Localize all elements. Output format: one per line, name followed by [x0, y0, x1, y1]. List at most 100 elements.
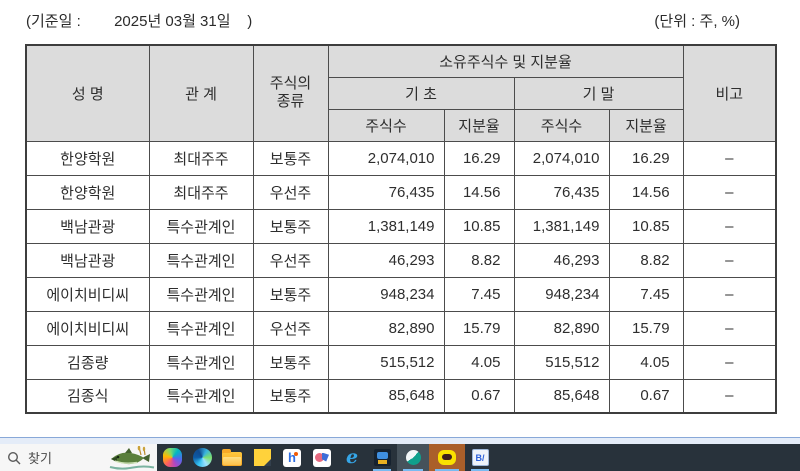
- cell-begin_shares: 515,512: [327, 344, 445, 380]
- whale-browser-icon[interactable]: [397, 444, 429, 471]
- cell-begin_shares: 2,074,010: [327, 140, 445, 176]
- cell-end_ratio: 0.67: [608, 378, 684, 414]
- cell-name: 에이치비디씨: [25, 276, 150, 312]
- cell-begin_ratio: 8.82: [443, 242, 515, 278]
- cell-stock_type: 우선주: [252, 174, 329, 210]
- cell-relation: 특수관계인: [148, 276, 254, 312]
- taskbar-search[interactable]: 찾기: [0, 444, 157, 471]
- table-body: 한양학원 최대주주 보통주 2,074,010 16.29 2,074,010 16.29–…: [25, 140, 777, 414]
- sticky-notes-icon[interactable]: [247, 444, 277, 471]
- cell-begin_ratio: 10.85: [443, 208, 515, 244]
- table-row: 백남관광 특수관계인 우선주 46,293 8.82 46,293 8.82–: [25, 242, 777, 278]
- col-header-name: 성 명: [25, 44, 150, 142]
- table-row: 김종량 특수관계인 보통주 515,512 4.05 515,512 4.05–: [25, 344, 777, 380]
- cell-relation: 특수관계인: [148, 310, 254, 346]
- cell-stock_type: 보통주: [252, 140, 329, 176]
- pink-app-icon[interactable]: [307, 444, 337, 471]
- table-row: 에이치비디씨 특수관계인 우선주 82,890 15.79 82,890 15.79–: [25, 310, 777, 346]
- cell-end_ratio: 8.82: [608, 242, 684, 278]
- cell-name: 백남관광: [25, 208, 150, 244]
- cell-note: –: [682, 242, 777, 278]
- cell-stock_type: 보통주: [252, 344, 329, 380]
- cell-begin_shares: 85,648: [327, 378, 445, 414]
- internet-explorer-icon[interactable]: e: [345, 446, 359, 468]
- col-header-relation: 관 계: [148, 44, 254, 142]
- col-header-ownership-group: 소유주식수 및 지분율: [327, 44, 684, 78]
- col-header-beginning: 기 초: [327, 76, 515, 110]
- window-bottom-edge: [0, 437, 800, 444]
- table-row: 에이치비디씨 특수관계인 보통주 948,234 7.45 948,234 7.45–: [25, 276, 777, 312]
- col-header-ending: 기 말: [513, 76, 684, 110]
- cell-relation: 특수관계인: [148, 344, 254, 380]
- cell-stock_type: 우선주: [252, 242, 329, 278]
- cell-begin_ratio: 7.45: [443, 276, 515, 312]
- cell-relation: 특수관계인: [148, 208, 254, 244]
- cell-relation: 특수관계인: [148, 378, 254, 414]
- cell-end_shares: 515,512: [513, 344, 610, 380]
- table-row: 한양학원 최대주주 보통주 2,074,010 16.29 2,074,010 16.29–: [25, 140, 777, 176]
- cell-end_shares: 85,648: [513, 378, 610, 414]
- cell-begin_shares: 46,293: [327, 242, 445, 278]
- cell-note: –: [682, 310, 777, 346]
- cell-name: 백남관광: [25, 242, 150, 278]
- cell-name: 한양학원: [25, 174, 150, 210]
- hwp-icon[interactable]: h: [277, 444, 307, 471]
- cell-begin_ratio: 0.67: [443, 378, 515, 414]
- cell-begin_shares: 948,234: [327, 276, 445, 312]
- col-header-note: 비고: [682, 44, 777, 142]
- kakaotalk-icon[interactable]: [429, 444, 465, 471]
- cell-note: –: [682, 140, 777, 176]
- cell-relation: 특수관계인: [148, 242, 254, 278]
- cell-relation: 최대주주: [148, 174, 254, 210]
- col-header-stock-type: 주식의 종류: [252, 44, 329, 142]
- cell-note: –: [682, 344, 777, 380]
- cell-begin_shares: 76,435: [327, 174, 445, 210]
- cell-end_ratio: 4.05: [608, 344, 684, 380]
- document-area: (기준일 : 2025년 03월 31일 ) (단위 : 주, %) 성 명 관…: [25, 13, 778, 414]
- cell-begin_ratio: 4.05: [443, 344, 515, 380]
- cell-end_shares: 46,293: [513, 242, 610, 278]
- search-label: 찾기: [28, 451, 52, 466]
- document-app-icon[interactable]: B/: [465, 444, 495, 471]
- cell-stock_type: 보통주: [252, 276, 329, 312]
- copilot-icon[interactable]: [157, 444, 187, 471]
- cell-begin_ratio: 16.29: [443, 140, 515, 176]
- taskbar: 찾기 h e B/: [0, 444, 800, 471]
- table-row: 한양학원 최대주주 우선주 76,435 14.56 76,435 14.56–: [25, 174, 777, 210]
- cell-note: –: [682, 276, 777, 312]
- cell-end_shares: 76,435: [513, 174, 610, 210]
- cell-begin_ratio: 14.56: [443, 174, 515, 210]
- cell-stock_type: 우선주: [252, 310, 329, 346]
- search-icon: [7, 451, 21, 464]
- cell-end_ratio: 14.56: [608, 174, 684, 210]
- cell-end_shares: 948,234: [513, 276, 610, 312]
- game-app-icon[interactable]: [367, 444, 397, 471]
- col-header-end-ratio: 지분율: [608, 108, 684, 142]
- cell-name: 김종량: [25, 344, 150, 380]
- unit-label: (단위 : 주, %): [654, 13, 740, 30]
- cell-end_shares: 1,381,149: [513, 208, 610, 244]
- cell-stock_type: 보통주: [252, 378, 329, 414]
- col-header-begin-shares: 주식수: [327, 108, 445, 142]
- table-row: 백남관광 특수관계인 보통주 1,381,149 10.85 1,381,149 10.85…: [25, 208, 777, 244]
- cell-name: 한양학원: [25, 140, 150, 176]
- edge-icon[interactable]: [187, 444, 217, 471]
- col-header-begin-ratio: 지분율: [443, 108, 515, 142]
- base-date-label: (기준일 : 2025년 03월 31일 ): [26, 13, 253, 30]
- cell-name: 에이치비디씨: [25, 310, 150, 346]
- file-explorer-icon[interactable]: [217, 444, 247, 471]
- cell-begin_ratio: 15.79: [443, 310, 515, 346]
- cell-end_shares: 82,890: [513, 310, 610, 346]
- table-row: 김종식 특수관계인 보통주 85,648 0.67 85,648 0.67–: [25, 378, 777, 414]
- shareholder-table: 성 명 관 계 주식의 종류 소유주식수 및 지분율 비고 기 초 기 말 주식…: [25, 44, 778, 414]
- cell-name: 김종식: [25, 378, 150, 414]
- cell-stock_type: 보통주: [252, 208, 329, 244]
- cell-end_ratio: 16.29: [608, 140, 684, 176]
- col-header-end-shares: 주식수: [513, 108, 610, 142]
- cell-note: –: [682, 208, 777, 244]
- cell-note: –: [682, 174, 777, 210]
- cell-end_ratio: 15.79: [608, 310, 684, 346]
- search-highlight-fish-icon: [109, 446, 155, 470]
- cell-note: –: [682, 378, 777, 414]
